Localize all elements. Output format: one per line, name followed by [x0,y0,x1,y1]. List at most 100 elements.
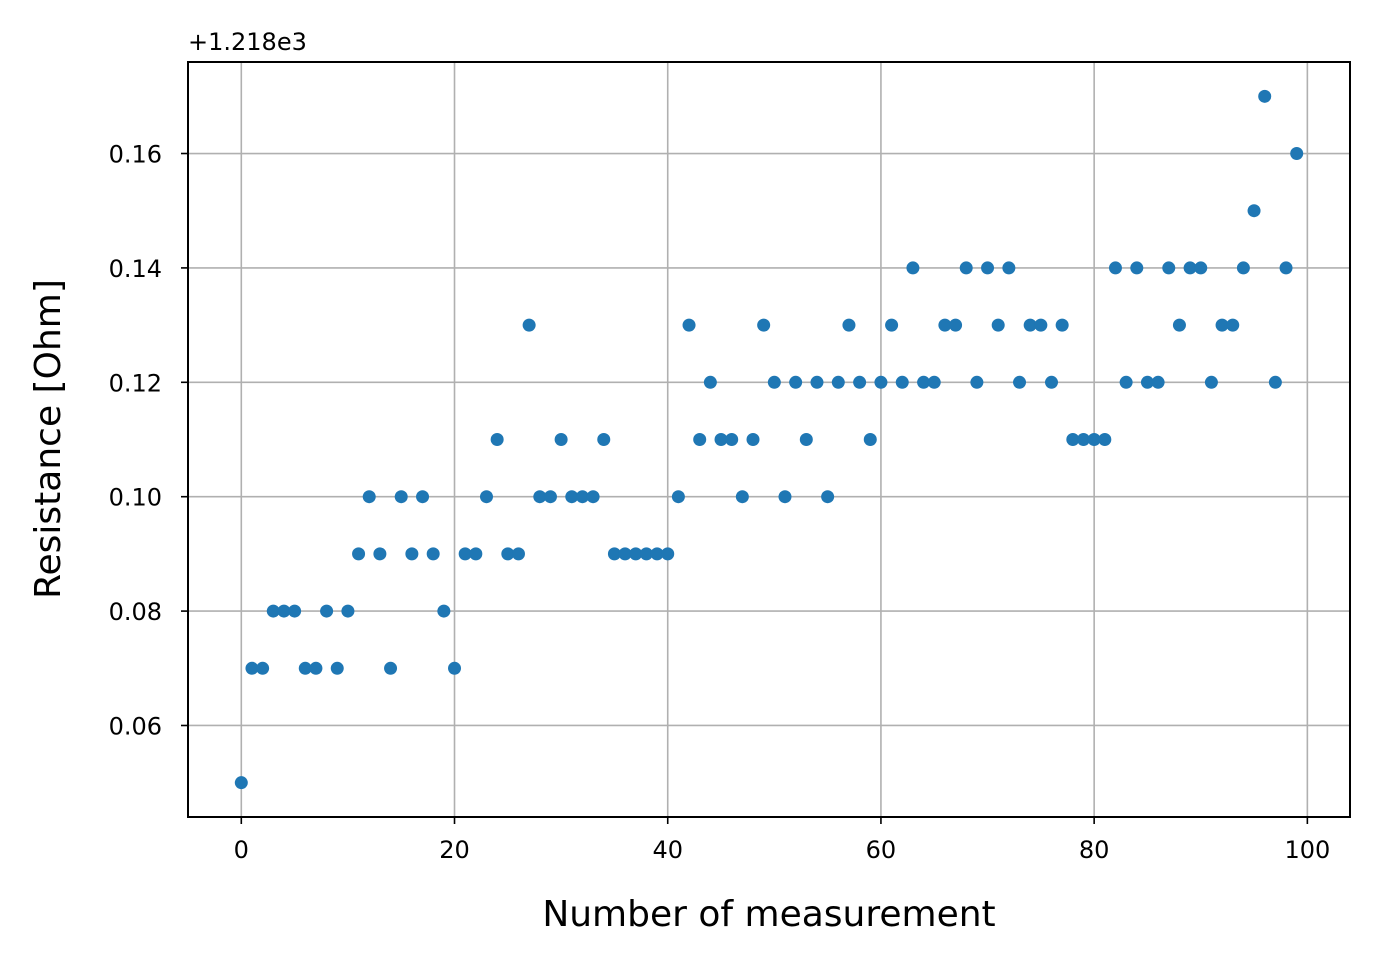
data-point [874,375,888,389]
data-point [917,375,931,389]
y-tick-label: 0.16 [109,141,162,169]
x-tick-label: 40 [652,836,683,864]
data-point [352,547,366,561]
data-point [479,490,493,504]
data-point [789,375,803,389]
data-point [1183,261,1197,275]
data-point [1023,318,1037,332]
data-point [1013,375,1027,389]
data-point [1002,261,1016,275]
data-point [618,547,632,561]
x-tick-label: 80 [1079,836,1110,864]
data-point [1204,375,1218,389]
data-point [938,318,952,332]
data-point [1162,261,1176,275]
data-point [735,490,749,504]
data-point [416,490,430,504]
data-point [661,547,675,561]
data-point [554,433,568,446]
data-point [650,547,664,561]
data-point [1236,261,1250,275]
y-offset-label: +1.218e3 [188,28,307,56]
data-point [639,547,653,561]
data-point [469,547,483,561]
data-point [831,375,845,389]
data-point [1268,375,1282,389]
data-point [543,490,557,504]
data-point [981,261,995,275]
data-point [1066,433,1080,446]
data-point [405,547,419,561]
data-point [778,490,792,504]
data-point [362,490,376,504]
data-point [511,547,525,561]
data-point [1247,204,1261,218]
data-point [1119,375,1133,389]
data-point [1258,89,1272,103]
data-point [1194,261,1208,275]
data-point [810,375,824,389]
data-point [906,261,920,275]
y-tick-label: 0.12 [109,369,162,397]
data-point [373,547,387,561]
data-point [863,433,877,446]
y-axis-label: Resistance [Ohm] [28,279,69,599]
data-point [1076,433,1090,446]
data-point [842,318,856,332]
data-point [682,318,696,332]
data-point [330,661,344,675]
x-tick-label: 60 [866,836,897,864]
data-point [714,433,728,446]
data-point [533,490,547,504]
data-point [959,261,973,275]
data-point [703,375,717,389]
grid [188,62,1350,817]
y-tick-label: 0.14 [109,255,162,283]
data-point [629,547,643,561]
data-point [1140,375,1154,389]
data-point [927,375,941,389]
data-point [426,547,440,561]
data-point [256,661,270,675]
y-tick-label: 0.06 [109,712,162,740]
data-point [320,604,334,618]
data-point [895,375,909,389]
y-tick-label: 0.08 [109,598,162,626]
data-point [1098,433,1112,446]
data-point [458,547,472,561]
x-tick-label: 0 [234,836,249,864]
data-point [1108,261,1122,275]
data-point [1045,375,1059,389]
data-point [693,433,707,446]
data-point [746,433,760,446]
data-points [234,89,1304,790]
data-point [298,661,312,675]
data-point [384,661,398,675]
data-point [1279,261,1293,275]
data-point [1087,433,1101,446]
data-point [309,661,323,675]
data-point [725,433,739,446]
data-point [586,490,600,504]
data-point [1151,375,1165,389]
data-point [991,318,1005,332]
data-point [1034,318,1048,332]
data-point [1215,318,1229,332]
data-point [1290,147,1304,161]
axis-ticks: 0 20 40 60 80 100 0.06 0.08 0.10 0.12 0.14 0.16 [109,141,1331,864]
x-axis-label: Number of measurement [542,894,995,935]
data-point [575,490,589,504]
data-point [1130,261,1144,275]
plot-frame [187,61,1351,818]
data-point [277,604,291,618]
data-point [767,375,781,389]
data-point [1172,318,1186,332]
data-point [949,318,963,332]
data-point [266,604,280,618]
data-point [597,433,611,446]
data-point [288,604,302,618]
data-point [394,490,408,504]
data-point [671,490,685,504]
x-tick-label: 20 [439,836,470,864]
